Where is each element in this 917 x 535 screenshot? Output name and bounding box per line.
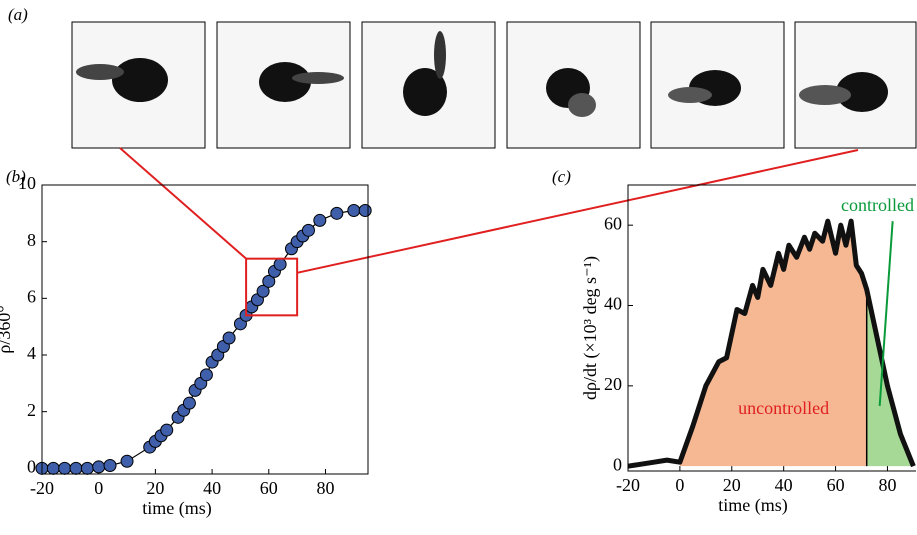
y-tick-label: 60 [604, 213, 622, 233]
photo [361, 21, 496, 149]
point [46, 461, 60, 475]
region-label: controlled [841, 195, 914, 215]
x-tick-label: -20 [616, 475, 640, 495]
x-tick-label: 40 [775, 475, 793, 495]
photo-strip [71, 21, 917, 149]
point [103, 459, 117, 472]
region-pointer [878, 221, 894, 406]
point [199, 368, 213, 382]
y-tick-label: 4 [27, 343, 36, 363]
x-tick-label: 60 [827, 475, 845, 495]
point [80, 461, 94, 475]
y-tick-label: 0 [613, 454, 622, 474]
y-tick-label: 8 [27, 230, 36, 250]
point [313, 213, 327, 227]
photo [650, 21, 785, 149]
panel-label: (c) [552, 167, 571, 186]
x-tick-label: 80 [316, 478, 334, 498]
y-tick-label: 6 [27, 286, 36, 306]
y-tick-label: 40 [604, 294, 622, 314]
y-tick-label: 20 [604, 374, 622, 394]
x-tick-label: 60 [260, 478, 278, 498]
y-tick-label: 0 [27, 456, 36, 476]
point [222, 331, 236, 345]
point [262, 274, 276, 288]
region-label: uncontrolled [738, 398, 829, 418]
x-tick-label: 80 [878, 475, 896, 495]
point [358, 204, 372, 217]
zoom-connector [296, 149, 859, 274]
photo [794, 21, 917, 149]
zoom-connector [119, 147, 247, 260]
point [92, 460, 106, 474]
point [273, 257, 287, 271]
point [160, 423, 174, 437]
x-tick-label: 40 [203, 478, 221, 498]
point [58, 461, 72, 475]
photo [71, 21, 206, 149]
panel-label: (b) [6, 167, 26, 186]
panel-label: (a) [8, 5, 28, 24]
photo [506, 21, 641, 149]
x-tick-label: 20 [723, 475, 741, 495]
y-tick-label: 10 [18, 173, 36, 193]
point [347, 204, 361, 217]
plot-frame [41, 184, 369, 475]
y-tick-label: 2 [27, 400, 36, 420]
region-area [866, 289, 914, 467]
plot-frame [627, 184, 916, 472]
x-axis-label: time (ms) [718, 495, 788, 516]
region-area [679, 221, 867, 467]
point [330, 206, 344, 220]
x-tick-label: 20 [146, 478, 164, 498]
zoom-box [245, 257, 299, 317]
point [256, 284, 270, 298]
point [69, 461, 83, 475]
x-tick-label: -20 [30, 478, 54, 498]
point [182, 396, 196, 410]
y-axis-label: dρ/dt (×10³ deg s⁻¹) [580, 256, 601, 400]
x-axis-label: time (ms) [142, 498, 212, 519]
point [301, 223, 315, 237]
x-tick-label: 0 [94, 478, 103, 498]
rate-line [627, 218, 916, 469]
y-axis-label: ρ/360° [0, 305, 14, 353]
x-tick-label: 0 [675, 475, 684, 495]
photo [216, 21, 351, 149]
point [120, 454, 134, 468]
fit-line [42, 209, 366, 469]
